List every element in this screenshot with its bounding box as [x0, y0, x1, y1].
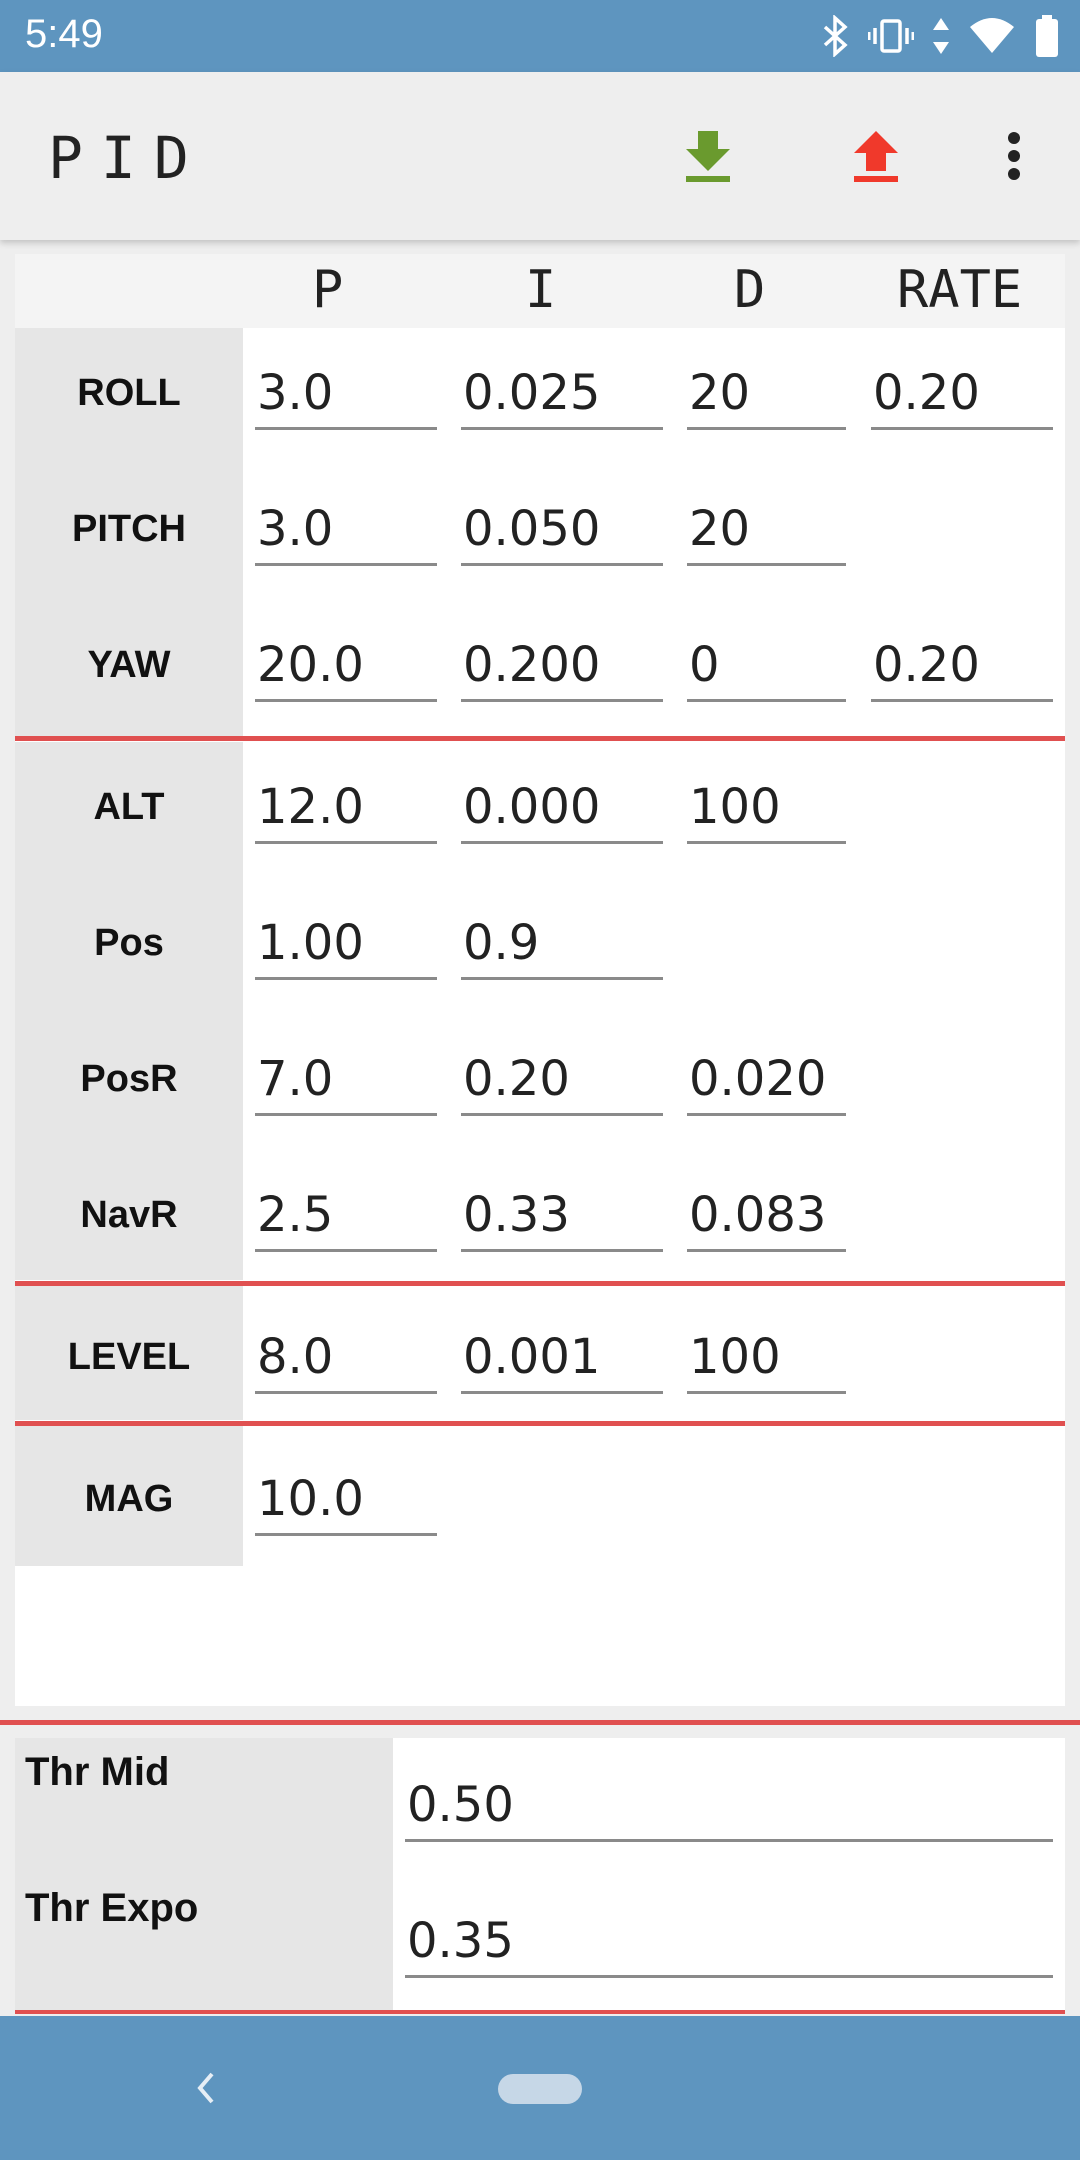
row-label-alt: ALT: [93, 786, 165, 828]
thr-expo-label: Thr Expo: [25, 1886, 199, 1930]
yaw-i-input[interactable]: 0.200: [461, 632, 663, 702]
header-p: P: [312, 260, 344, 320]
level-i-input[interactable]: 0.001: [461, 1324, 663, 1394]
thr-mid-label: Thr Mid: [25, 1750, 170, 1794]
header-rate: RATE: [897, 260, 1023, 320]
row-label-yaw: YAW: [87, 644, 171, 686]
alt-p-input[interactable]: 12.0: [255, 774, 437, 844]
header-d: D: [734, 260, 766, 320]
yaw-rate-input[interactable]: 0.20: [871, 632, 1053, 702]
pitch-d-input[interactable]: 20: [687, 496, 846, 566]
status-icons: [820, 12, 1060, 60]
vibrate-icon: [868, 19, 914, 53]
thr-mid-input[interactable]: 0.50: [405, 1772, 1053, 1842]
throttle-label-column: [15, 1738, 393, 2012]
row-label-pitch: PITCH: [72, 508, 186, 550]
navigation-bar: [0, 2016, 1080, 2160]
upload-button[interactable]: [840, 120, 912, 192]
row-label-pos: Pos: [94, 922, 164, 964]
more-options-button[interactable]: [978, 120, 1050, 192]
posr-i-input[interactable]: 0.20: [461, 1046, 663, 1116]
pid-header-row: P I D RATE: [15, 254, 1065, 328]
roll-i-input[interactable]: 0.025: [461, 360, 663, 430]
section-divider: [15, 1281, 1065, 1286]
alt-d-input[interactable]: 100: [687, 774, 846, 844]
download-button[interactable]: [672, 120, 744, 192]
posr-p-input[interactable]: 7.0: [255, 1046, 437, 1116]
bluetooth-icon: [823, 15, 848, 57]
row-label-navr: NavR: [80, 1194, 178, 1236]
navr-i-input[interactable]: 0.33: [461, 1182, 663, 1252]
section-divider: [15, 736, 1065, 741]
home-pill[interactable]: [498, 2074, 582, 2104]
pid-panel: P I D RATE ROLL 3.0 0.025 20 0.20 PITCH …: [15, 254, 1065, 1706]
data-arrows-icon: [933, 18, 949, 54]
section-divider: [15, 2010, 1065, 2014]
wifi-icon: [970, 18, 1014, 53]
page-title: PID: [48, 124, 207, 192]
roll-rate-input[interactable]: 0.20: [871, 360, 1053, 430]
section-divider: [15, 1421, 1065, 1426]
pos-p-input[interactable]: 1.00: [255, 910, 437, 980]
row-label-posr: PosR: [80, 1058, 178, 1100]
pos-i-input[interactable]: 0.9: [461, 910, 663, 980]
back-icon[interactable]: [192, 2068, 220, 2108]
roll-d-input[interactable]: 20: [687, 360, 846, 430]
thr-expo-input[interactable]: 0.35: [405, 1908, 1053, 1978]
status-bar: 5:49: [0, 0, 1080, 72]
yaw-d-input[interactable]: 0: [687, 632, 846, 702]
throttle-panel: Thr Mid Thr Expo 0.50 0.35: [15, 1738, 1065, 2012]
posr-d-input[interactable]: 0.020: [687, 1046, 846, 1116]
label-column-group4: [15, 1426, 243, 1566]
mag-p-input[interactable]: 10.0: [255, 1466, 437, 1536]
header-i: I: [525, 260, 557, 320]
pitch-p-input[interactable]: 3.0: [255, 496, 437, 566]
status-time: 5:49: [25, 12, 103, 56]
row-label-roll: ROLL: [77, 372, 181, 414]
label-column-group3: [15, 1286, 243, 1420]
upload-icon: [854, 131, 898, 182]
pitch-i-input[interactable]: 0.050: [461, 496, 663, 566]
label-column-group2: [15, 742, 243, 1280]
yaw-p-input[interactable]: 20.0: [255, 632, 437, 702]
row-label-mag: MAG: [84, 1478, 174, 1520]
more-vert-icon: [1008, 132, 1020, 180]
alt-i-input[interactable]: 0.000: [461, 774, 663, 844]
level-d-input[interactable]: 100: [687, 1324, 846, 1394]
row-label-level: LEVEL: [67, 1336, 191, 1378]
battery-icon: [1036, 15, 1058, 57]
navr-p-input[interactable]: 2.5: [255, 1182, 437, 1252]
app-bar: PID: [0, 72, 1080, 240]
navr-d-input[interactable]: 0.083: [687, 1182, 846, 1252]
level-p-input[interactable]: 8.0: [255, 1324, 437, 1394]
roll-p-input[interactable]: 3.0: [255, 360, 437, 430]
label-column-group1: [15, 328, 243, 736]
download-icon: [686, 131, 730, 182]
section-divider: [0, 1720, 1080, 1725]
